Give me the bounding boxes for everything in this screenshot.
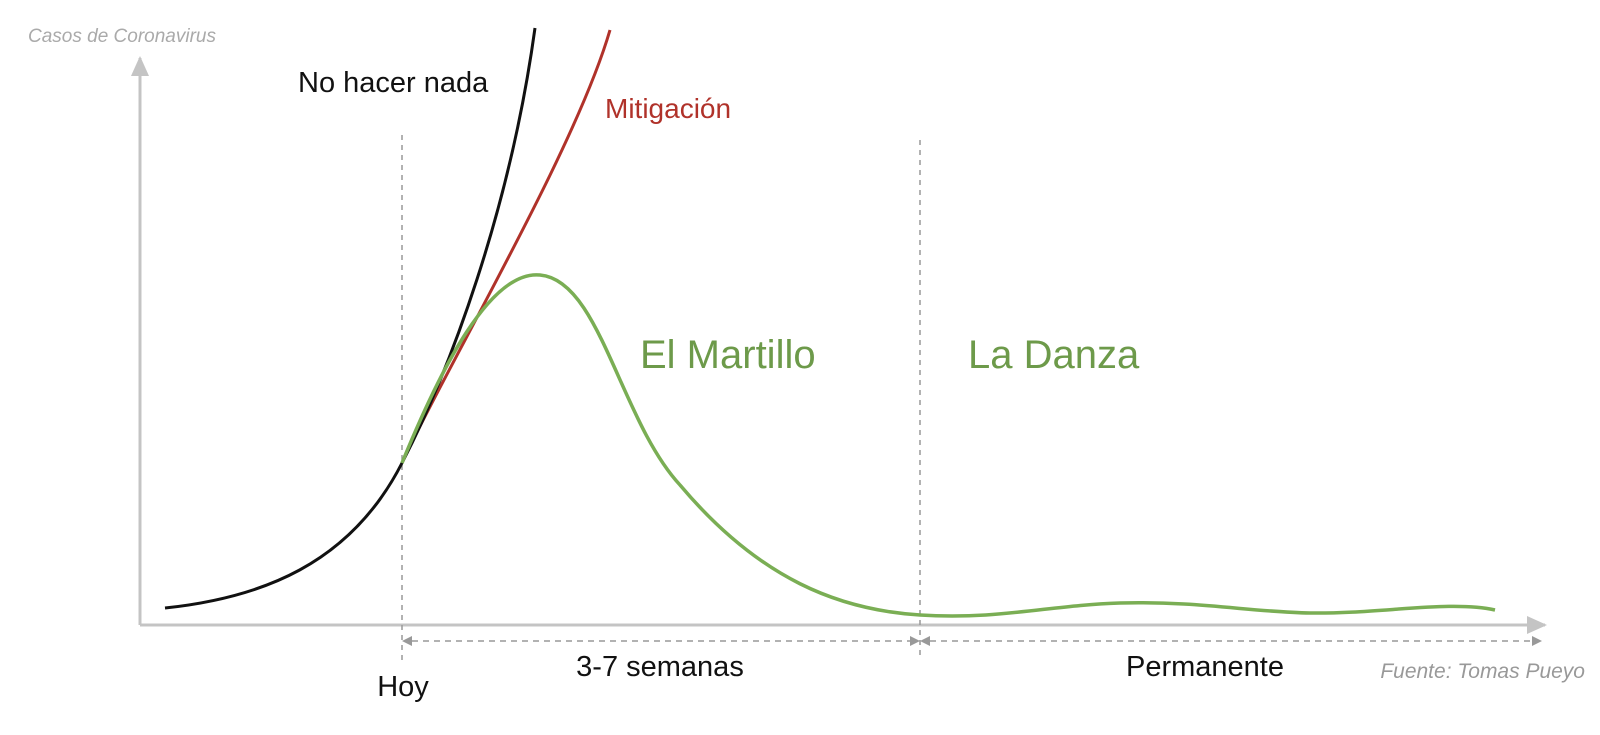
curve-label: No hacer nada xyxy=(298,67,489,99)
phase-duration: 3-7 semanas xyxy=(576,651,744,683)
y-axis-label: Casos de Coronavirus xyxy=(28,26,216,47)
do-nothing-curve xyxy=(164,27,537,610)
today-label: Hoy xyxy=(377,671,429,703)
phase-duration: Permanente xyxy=(1126,651,1284,683)
source: Fuente: Tomas Pueyo xyxy=(1380,660,1585,683)
hammer-dance-curve xyxy=(400,273,1496,618)
phase-label: El Martillo xyxy=(640,333,816,377)
phase-label: La Danza xyxy=(968,333,1140,377)
curve-label: Mitigación xyxy=(605,93,731,124)
